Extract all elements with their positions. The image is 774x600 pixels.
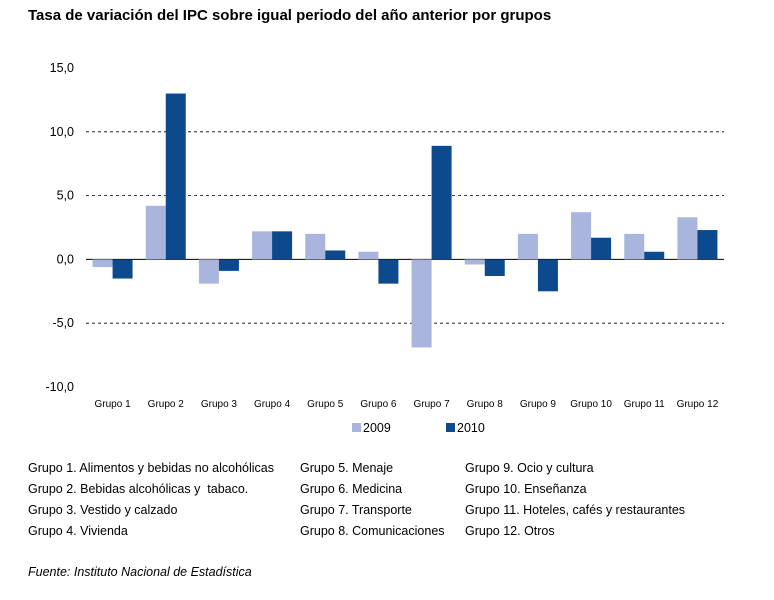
group-note: Grupo 9. Ocio y cultura (465, 461, 594, 475)
bar-2009 (198, 259, 219, 284)
group-note: Grupo 12. Otros (465, 524, 555, 538)
x-tick-label: Grupo 4 (254, 399, 291, 410)
bar-2010 (484, 259, 505, 276)
y-tick-label: -10,0 (46, 380, 75, 394)
bar-2009 (305, 233, 326, 260)
group-note: Grupo 2. Bebidas alcohólicas y tabaco. (28, 482, 249, 496)
bar-2010 (431, 145, 452, 260)
bar-2009 (252, 231, 273, 260)
bar-2009 (92, 259, 113, 268)
x-tick-label: Grupo 5 (307, 399, 344, 410)
y-tick-label: 0,0 (57, 252, 74, 266)
bar-2009 (145, 205, 166, 260)
bar-2010 (325, 250, 346, 260)
group-notes-col2: Grupo 5. Menaje Grupo 6. Medicina Grupo … (300, 458, 445, 542)
group-note: Grupo 4. Vivienda (28, 524, 128, 538)
bar-2010 (218, 259, 239, 271)
x-tick-label: Grupo 11 (624, 399, 665, 410)
bar-2009 (517, 233, 538, 260)
x-tick-label: Grupo 10 (570, 399, 612, 410)
bar-chart: 15,010,05,00,0-5,0-10,0 Grupo 1 Grupo 2 Gr… (46, 61, 724, 435)
bar-2010 (112, 259, 133, 279)
bar-2009 (624, 233, 645, 260)
x-tick-label: Grupo 12 (677, 399, 719, 410)
y-axis-ticks: 15,0 10,0 5,0 0,0 -5,0 -10,0 (46, 61, 75, 394)
bar-2010 (644, 251, 665, 260)
bar-2009 (464, 259, 485, 265)
x-tick-label: Grupo 6 (360, 399, 397, 410)
legend-swatch-2009 (352, 423, 361, 432)
group-notes-col3: Grupo 9. Ocio y cultura Grupo 10. Enseña… (465, 458, 685, 542)
legend-swatch-2010 (446, 423, 455, 432)
y-tick-label: -5,0 (52, 316, 74, 330)
group-note: Grupo 10. Enseñanza (465, 482, 587, 496)
x-tick-label: Grupo 7 (414, 399, 451, 410)
group-note: Grupo 8. Comunicaciones (300, 524, 445, 538)
x-tick-label: Grupo 8 (467, 399, 504, 410)
y-tick-label: 15,0 (50, 61, 74, 75)
group-notes-col1: Grupo 1. Alimentos y bebidas no alcohóli… (28, 458, 274, 542)
source-note: Fuente: Instituto Nacional de Estadístic… (28, 565, 252, 579)
bar-2010 (165, 93, 186, 260)
group-note: Grupo 5. Menaje (300, 461, 394, 475)
group-note: Grupo 7. Transporte (300, 503, 412, 517)
bar-layer (92, 93, 718, 348)
x-axis-ticks: Grupo 1 Grupo 2 Grupo 3 Grupo 4 Grupo 5 Grupo… (95, 399, 719, 410)
legend-label: 2009 (363, 421, 391, 435)
bar-2009 (411, 259, 432, 348)
x-tick-label: Grupo 2 (148, 399, 185, 410)
bar-2010 (591, 237, 612, 260)
bar-2009 (677, 217, 698, 260)
legend: 2009 2010 (352, 421, 485, 435)
group-note: Grupo 3. Vestido y calzado (28, 503, 178, 517)
bar-2009 (571, 212, 592, 260)
x-tick-label: Grupo 1 (95, 399, 132, 410)
x-tick-label: Grupo 3 (201, 399, 238, 410)
bar-2010 (272, 231, 293, 260)
grid-layer (86, 131, 724, 324)
y-tick-label: 5,0 (57, 189, 74, 203)
chart-title: Tasa de variación del IPC sobre igual pe… (28, 7, 552, 24)
group-note: Grupo 11. Hoteles, cafés y restaurantes (465, 503, 686, 517)
legend-label: 2010 (457, 421, 485, 435)
group-note: Grupo 1. Alimentos y bebidas no alcohóli… (28, 461, 274, 475)
bar-2010 (697, 230, 718, 260)
bar-2010 (378, 259, 399, 284)
x-tick-label: Grupo 9 (520, 399, 557, 410)
y-tick-label: 10,0 (50, 125, 74, 139)
bar-2009 (358, 251, 379, 260)
group-note: Grupo 6. Medicina (300, 482, 403, 496)
bar-2010 (537, 259, 558, 292)
